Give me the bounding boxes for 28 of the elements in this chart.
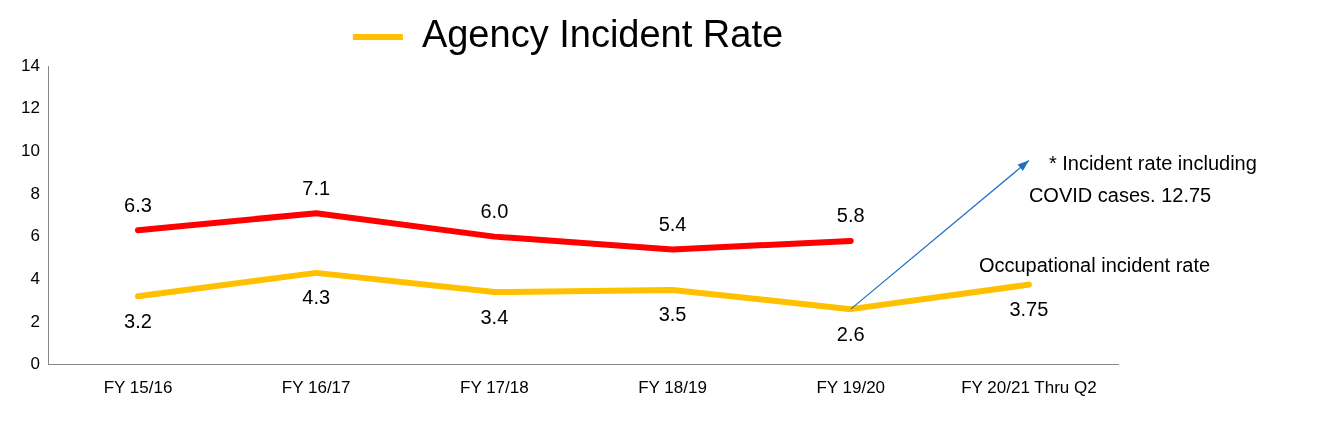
data-label: 5.4 bbox=[658, 212, 687, 235]
x-tick-label: FY 15/16 bbox=[103, 378, 173, 398]
annotation: Occupational incident rate bbox=[978, 253, 1211, 276]
y-tick-label: 12 bbox=[20, 98, 40, 118]
x-tick-label: FY 18/19 bbox=[638, 378, 707, 398]
x-tick-label: FY 16/17 bbox=[281, 378, 351, 398]
x-tick-label: FY 17/18 bbox=[460, 378, 529, 398]
data-label: 3.4 bbox=[480, 305, 509, 328]
data-label: 4.3 bbox=[302, 286, 331, 309]
annotation: * Incident rate including COVID cases. 12.75 bbox=[1028, 152, 1257, 207]
y-tick-label: 8 bbox=[30, 183, 40, 203]
y-tick-label: 2 bbox=[30, 311, 40, 331]
x-tick-label: FY 19/20 bbox=[816, 378, 886, 398]
data-label: 5.8 bbox=[836, 204, 865, 227]
y-tick-label: 0 bbox=[30, 354, 40, 374]
data-label: 3.75 bbox=[1009, 298, 1049, 321]
y-tick-label: 14 bbox=[20, 55, 40, 75]
data-label: 3.2 bbox=[124, 309, 152, 332]
legend-label: Agency Incident Rate bbox=[421, 13, 784, 56]
data-label: 7.1 bbox=[302, 176, 331, 199]
x-tick-label: FY 20/21 Thru Q2 bbox=[961, 378, 1097, 398]
data-label: 3.5 bbox=[658, 303, 687, 326]
data-label: 6.0 bbox=[480, 200, 509, 223]
y-tick-label: 10 bbox=[20, 141, 40, 160]
y-tick-label: 6 bbox=[30, 226, 40, 246]
y-tick-label: 4 bbox=[30, 268, 40, 288]
data-label: 6.3 bbox=[124, 193, 152, 216]
data-label: 2.6 bbox=[836, 322, 865, 345]
